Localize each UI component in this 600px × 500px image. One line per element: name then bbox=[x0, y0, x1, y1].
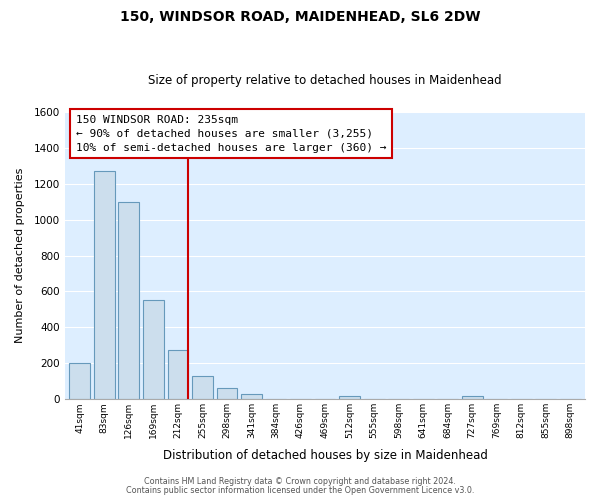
Bar bbox=[217, 388, 238, 399]
Bar bbox=[462, 396, 482, 399]
Bar bbox=[94, 171, 115, 399]
Bar bbox=[339, 396, 360, 399]
Bar bbox=[143, 300, 164, 399]
Y-axis label: Number of detached properties: Number of detached properties bbox=[15, 168, 25, 343]
Bar bbox=[192, 376, 213, 399]
Text: 150 WINDSOR ROAD: 235sqm
← 90% of detached houses are smaller (3,255)
10% of sem: 150 WINDSOR ROAD: 235sqm ← 90% of detach… bbox=[76, 114, 386, 152]
Bar bbox=[70, 364, 90, 399]
Text: Contains HM Land Registry data © Crown copyright and database right 2024.: Contains HM Land Registry data © Crown c… bbox=[144, 477, 456, 486]
Text: 150, WINDSOR ROAD, MAIDENHEAD, SL6 2DW: 150, WINDSOR ROAD, MAIDENHEAD, SL6 2DW bbox=[120, 10, 480, 24]
Bar bbox=[241, 394, 262, 399]
Text: Contains public sector information licensed under the Open Government Licence v3: Contains public sector information licen… bbox=[126, 486, 474, 495]
X-axis label: Distribution of detached houses by size in Maidenhead: Distribution of detached houses by size … bbox=[163, 450, 488, 462]
Title: Size of property relative to detached houses in Maidenhead: Size of property relative to detached ho… bbox=[148, 74, 502, 87]
Bar bbox=[118, 202, 139, 399]
Bar bbox=[167, 350, 188, 399]
